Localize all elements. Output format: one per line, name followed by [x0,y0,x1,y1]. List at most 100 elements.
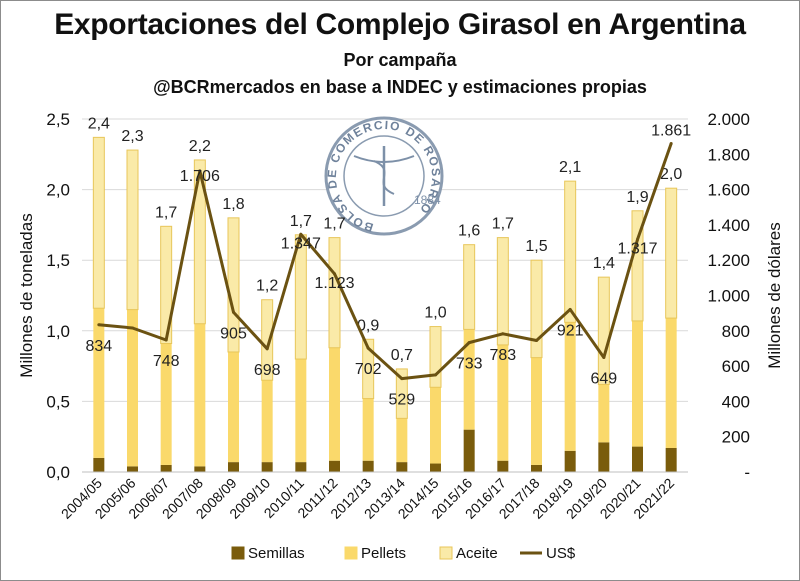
usd-value-label: 733 [456,356,483,373]
usd-point [501,332,505,336]
bar-pellets [362,398,374,461]
bar-semillas [362,460,374,472]
bar-semillas [564,450,576,472]
bar-total-label: 2,0 [660,166,682,183]
chart-subtitle: Por campaña [343,50,457,70]
watermark-wings [353,155,415,163]
bar-pellets [463,329,475,430]
legend-label: Pellets [361,545,406,562]
watermark-year: 1884 [414,193,441,207]
bar-semillas [127,466,138,472]
legend-swatch [344,546,358,560]
legend-label: Semillas [248,545,305,562]
bar-total-label: 2,2 [189,138,211,155]
usd-point [568,307,572,311]
bar-aceite [429,326,442,388]
bar-semillas [396,462,408,472]
usd-point [366,346,370,350]
bar-total-label: 1,6 [458,223,480,240]
usd-point [434,373,437,377]
bar-semillas [497,460,509,472]
usd-point [636,238,639,242]
bar-aceite [395,368,408,419]
bar-pellets [93,308,105,458]
legend-swatch [231,546,245,560]
usd-value-label: 1.123 [314,275,354,292]
usd-value-label: 1.317 [617,241,657,258]
bar-aceite [92,136,105,309]
usd-value-label: 783 [489,347,516,364]
bar-pellets [160,343,172,465]
bar-pellets [531,357,542,465]
bar-pellets [497,344,509,461]
usd-value-label: 921 [557,322,584,339]
bar-aceite [597,276,610,385]
bar-pellets [564,322,576,451]
usd-value-label: 1.347 [281,235,321,252]
usd-value-label: 905 [220,325,247,342]
bar-total-label: 0,7 [391,347,413,364]
bar-aceite [126,149,139,311]
bar-total-label: 1,0 [424,305,446,322]
y-right-tick-label: 400 [722,392,750,411]
usd-value-label: 748 [153,353,180,370]
y-left-tick-label: 1,5 [46,251,70,270]
bar-pellets [396,418,408,463]
usd-value-label: 1.706 [180,168,220,185]
bar-semillas [160,464,172,472]
bar-semillas [632,446,643,472]
bar-pellets [194,323,206,467]
usd-point [232,310,235,314]
bar-semillas [463,429,475,472]
usd-point [299,232,303,236]
legend-label: US$ [546,545,576,562]
legend-label: Aceite [456,545,498,562]
bar-semillas [194,466,206,472]
y-right-tick-label: 800 [722,322,750,341]
bar-pellets [598,384,610,443]
bar-total-label: 2,1 [559,159,581,176]
bar-total-label: 2,4 [88,115,110,132]
bar-aceite [160,225,173,345]
bar-total-label: 1,4 [593,255,615,272]
usd-point [265,347,269,351]
bar-semillas [261,462,273,472]
y-left-tick-label: 1,0 [46,322,70,341]
y-right-tick-label: 2.000 [707,110,750,129]
y-left-axis-title: Millones de toneladas [17,213,36,377]
usd-line [98,143,673,381]
bar-semillas [228,462,239,472]
bar-pellets [127,309,138,467]
y-right-tick-label: 1.600 [707,181,750,200]
bar-pellets [665,318,677,448]
bar-total-label: 1,7 [155,204,177,221]
y-right-tick-label: 600 [722,357,750,376]
y-left-tick-label: 2,5 [46,110,70,129]
y-right-tick-label: - [744,463,750,482]
bar-total-label: 1,2 [256,278,278,295]
bar-semillas [598,442,610,472]
usd-point [164,338,168,342]
bar-pellets [295,359,307,463]
usd-value-label: 1.861 [651,123,691,140]
bar-aceite [328,237,341,349]
bar-total-label: 1,7 [492,216,514,233]
bar-pellets [261,380,273,463]
bar-total-label: 2,3 [121,128,143,145]
bar-total-label: 1,5 [525,238,547,255]
bar-semillas [93,457,105,472]
bar-semillas [665,447,677,472]
bar-total-label: 1,7 [323,216,345,233]
y-right-tick-label: 1.400 [707,216,750,235]
y-right-axis-title: Millones de dólares [765,222,784,368]
bar-aceite [665,187,678,319]
bar-semillas [531,464,542,472]
bar-semillas [430,463,441,472]
legend-swatch [439,546,453,560]
y-right-tick-label: 1.200 [707,251,750,270]
bar-total-label: 1,7 [290,213,312,230]
bar-aceite [564,180,577,323]
bar-pellets [228,351,239,463]
usd-point [198,169,202,173]
